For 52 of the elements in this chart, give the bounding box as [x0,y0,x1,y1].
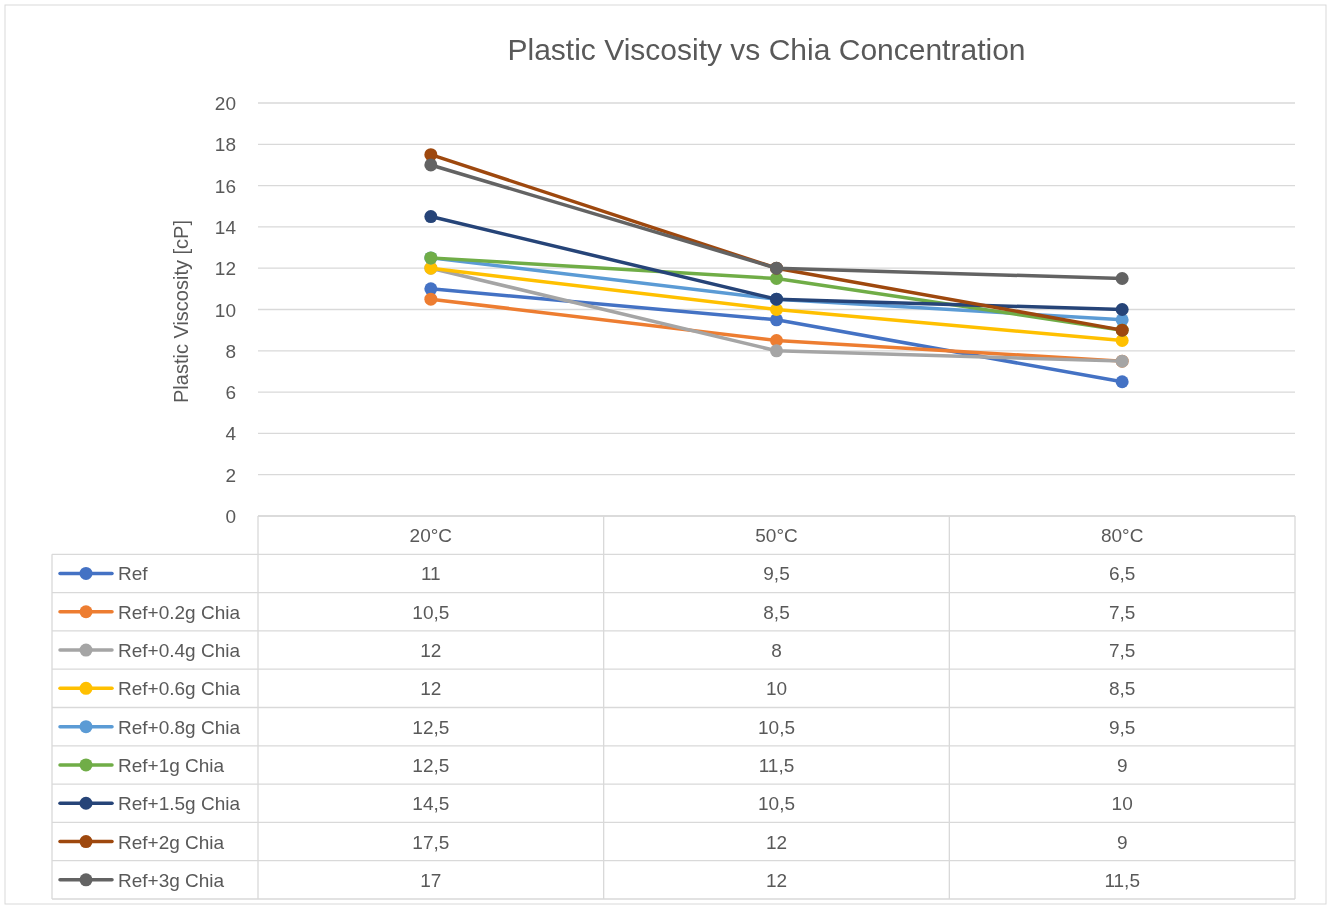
legend-label: Ref+1g Chia [118,754,225,776]
legend-label: Ref+0.2g Chia [118,601,241,623]
legend-label: Ref [118,563,149,585]
data-label: 17 [420,869,442,891]
data-label: 9 [1116,754,1128,776]
y-tick-label: 16 [214,175,236,197]
data-label: 10,5 [758,716,795,738]
y-tick-label: 10 [214,299,236,321]
data-label: 10 [1111,793,1133,815]
data-label: 12 [420,678,442,700]
data-label: 11,5 [758,754,795,776]
data-label: 10,5 [412,601,450,623]
data-label: 14,5 [412,793,450,815]
data-label: 10 [765,678,788,700]
data-label: 9,5 [763,563,790,585]
legend-label: Ref+0.6g Chia [118,678,241,700]
legend-label: Ref+0.4g Chia [118,640,241,662]
data-label: 8 [771,640,782,662]
data-label: 10,5 [758,793,795,815]
y-tick-label: 4 [225,423,237,445]
data-label: 12 [765,831,788,853]
legend-label: Ref+2g Chia [118,831,225,853]
data-label: 17,5 [412,831,450,853]
data-label: 6,5 [1108,563,1136,585]
data-label: 12 [420,640,442,662]
legend-label: Ref+1.5g Chia [118,793,241,815]
chart-title: Plastic Viscosity vs Chia Concentration [507,33,1026,66]
y-tick-label: 6 [225,382,236,404]
legend-label: Ref+0.8g Chia [118,716,241,738]
data-label: 8,5 [1108,678,1136,700]
data-label: 12 [765,869,788,891]
data-label: 9 [1116,831,1128,853]
y-tick-label: 20 [214,93,236,114]
y-axis-title: Plastic Viscosity [cP] [170,219,192,404]
x-tick-label: 50°C [755,525,798,547]
data-label: 11,5 [1104,869,1140,891]
data-label: 12,5 [412,754,450,776]
y-tick-label: 14 [214,216,237,238]
x-tick-label: 20°C [409,525,453,547]
y-tick-label: 18 [214,134,236,156]
y-tick-label: 8 [225,340,236,362]
data-label: 7,5 [1108,601,1136,623]
legend-label: Ref+3g Chia [118,869,225,891]
y-tick-label: 2 [225,464,236,486]
data-label: 11 [420,563,441,585]
data-label: 12,5 [412,716,450,738]
y-tick-label: 0 [225,506,236,527]
y-tick-label: 12 [214,258,236,280]
x-tick-label: 80°C [1100,525,1144,547]
data-label: 8,5 [763,601,790,623]
data-label: 7,5 [1108,640,1136,662]
data-label: 9,5 [1108,716,1136,738]
